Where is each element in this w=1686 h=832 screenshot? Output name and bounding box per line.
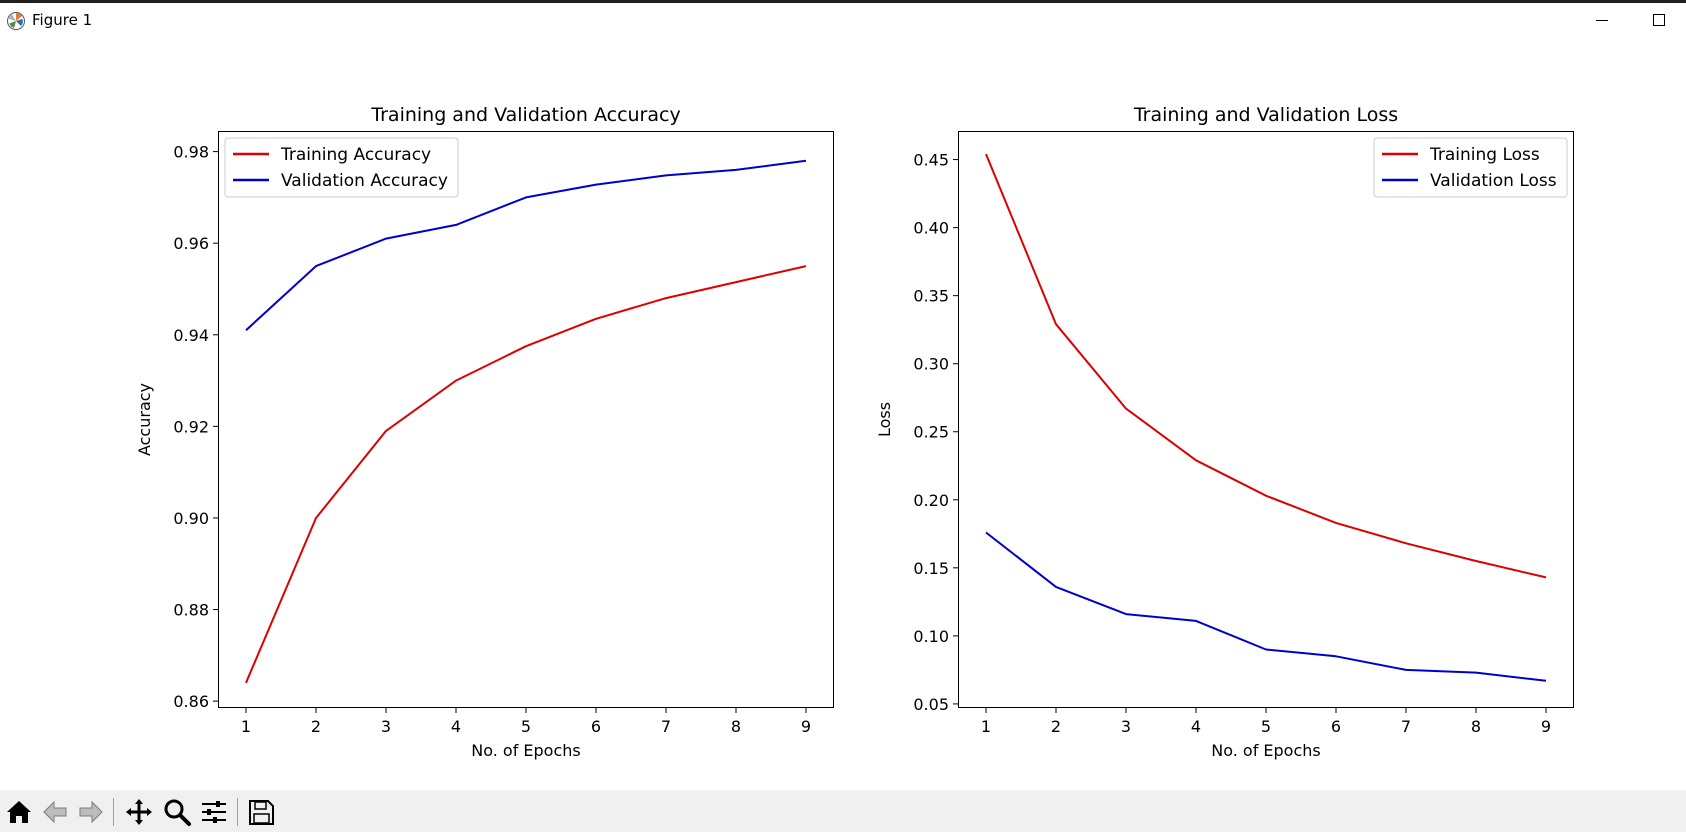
x-tick-label: 6: [591, 717, 601, 736]
y-tick-label: 0.20: [913, 491, 949, 510]
y-tick-label: 0.94: [173, 326, 209, 345]
x-tick-label: 5: [521, 717, 531, 736]
x-tick-label: 4: [451, 717, 461, 736]
save-icon: [249, 800, 274, 825]
maximize-button[interactable]: [1636, 6, 1682, 34]
y-tick-label: 0.92: [173, 417, 209, 436]
y-tick-label: 0.30: [913, 355, 949, 374]
forward-button[interactable]: [73, 794, 109, 830]
series-line-training: [245, 265, 807, 684]
configure-subplots-button[interactable]: [196, 794, 232, 830]
y-tick-label: 0.88: [173, 601, 209, 620]
y-tick-label: 0.90: [173, 509, 209, 528]
configure-subplots-icon: [202, 801, 226, 823]
chart-title: Training and Validation Loss: [1133, 104, 1398, 126]
x-tick-label: 5: [1261, 717, 1271, 736]
x-tick-label: 3: [1121, 717, 1131, 736]
x-tick-label: 7: [1401, 717, 1411, 736]
x-tick-label: 1: [241, 717, 251, 736]
y-tick-label: 0.25: [913, 423, 949, 442]
x-tick-label: 3: [381, 717, 391, 736]
x-axis-label: No. of Epochs: [1211, 741, 1320, 760]
zoom-icon: [164, 799, 191, 826]
x-axis-label: No. of Epochs: [471, 741, 580, 760]
legend-label: Training Loss: [1429, 145, 1540, 165]
window-title: Figure 1: [32, 11, 93, 29]
x-tick-label: 2: [311, 717, 321, 736]
x-tick-label: 7: [661, 717, 671, 736]
pan-icon: [126, 799, 152, 825]
legend-label: Validation Accuracy: [281, 171, 448, 191]
zoom-button[interactable]: [159, 794, 195, 830]
legend-label: Training Accuracy: [280, 145, 431, 165]
x-tick-label: 4: [1191, 717, 1201, 736]
minimize-button[interactable]: [1579, 6, 1625, 34]
series-line-validation: [245, 159, 807, 331]
x-tick-label: 9: [1541, 717, 1551, 736]
back-icon: [43, 800, 67, 824]
series-line-training: [985, 153, 1547, 579]
toolbar-separator: [237, 798, 238, 826]
home-icon: [7, 801, 31, 823]
x-tick-label: 9: [801, 717, 811, 736]
y-axis-label: Loss: [875, 402, 894, 437]
x-tick-label: 1: [981, 717, 991, 736]
window-top-strip: [0, 0, 1686, 3]
axes-frame: [958, 131, 1574, 708]
navigation-toolbar: [0, 790, 1686, 832]
matplotlib-logo-icon: [7, 12, 25, 30]
home-button[interactable]: [1, 794, 37, 830]
window-titlebar: Figure 1: [0, 0, 1686, 40]
y-tick-label: 0.35: [913, 287, 949, 306]
y-tick-label: 0.15: [913, 559, 949, 578]
chart-title: Training and Validation Accuracy: [370, 104, 680, 126]
save-button[interactable]: [243, 794, 279, 830]
figure-svg: Training and Validation Accuracy 1 2 3 4 5 6 7 8…: [135, 104, 1574, 760]
x-tick-label: 6: [1331, 717, 1341, 736]
legend-label: Validation Loss: [1430, 171, 1557, 191]
y-tick-label: 0.10: [913, 627, 949, 646]
minimize-icon: [1596, 20, 1608, 21]
x-tick-label: 8: [1471, 717, 1481, 736]
y-tick-label: 0.96: [173, 234, 209, 253]
y-tick-label: 0.40: [913, 219, 949, 238]
back-button[interactable]: [37, 794, 73, 830]
series-line-validation: [985, 531, 1547, 682]
y-axis-label: Accuracy: [135, 383, 154, 456]
axes-frame: [218, 131, 834, 708]
y-tick-label: 0.86: [173, 692, 209, 711]
y-tick-label: 0.98: [173, 143, 209, 162]
legend-box: [1373, 137, 1568, 198]
pan-button[interactable]: [121, 794, 157, 830]
x-tick-label: 2: [1051, 717, 1061, 736]
toolbar-separator: [113, 798, 114, 826]
y-tick-label: 0.45: [913, 151, 949, 170]
y-tick-label: 0.05: [913, 695, 949, 714]
legend-box: [224, 137, 459, 198]
figure-canvas: Training and Validation Accuracy 1 2 3 4 5 6 7 8…: [0, 40, 1686, 790]
maximize-icon: [1653, 14, 1665, 26]
x-tick-label: 8: [731, 717, 741, 736]
forward-icon: [79, 800, 103, 824]
